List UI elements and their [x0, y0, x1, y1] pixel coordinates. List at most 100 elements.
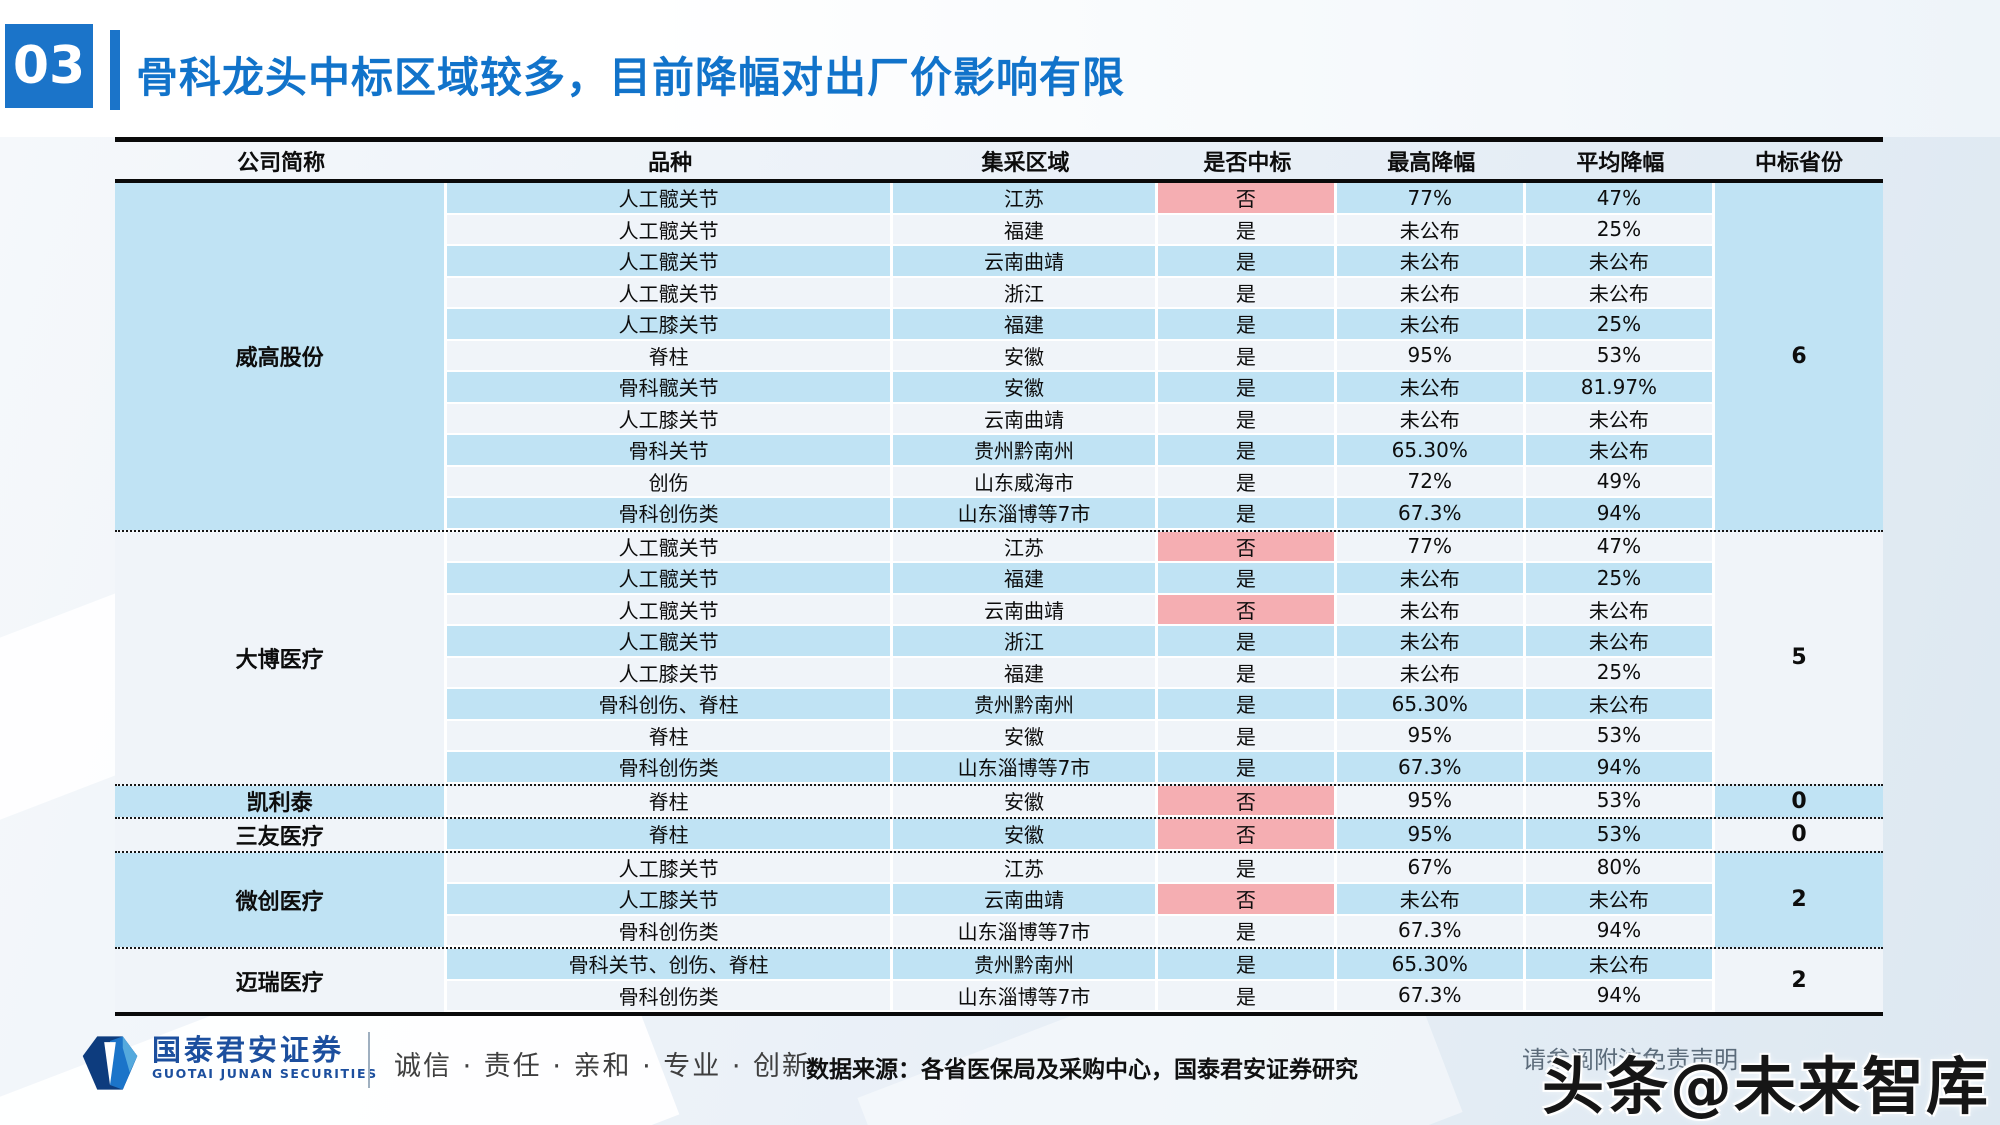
company-name-cell: 凯利泰 — [115, 785, 448, 817]
variety-cell: 人工膝关节 — [447, 852, 893, 884]
variety-cell: 人工髋关节 — [447, 246, 893, 278]
variety-cell: 人工膝关节 — [447, 309, 893, 341]
max-cut-cell: 未公布 — [1336, 403, 1526, 435]
max-cut-cell: 65.30% — [1336, 949, 1526, 981]
won-bid-cell: 是 — [1158, 752, 1337, 784]
variety-cell: 骨科创伤类 — [447, 752, 893, 784]
region-cell: 福建 — [892, 563, 1159, 595]
variety-cell: 人工髋关节 — [447, 277, 893, 309]
avg-cut-cell: 未公布 — [1525, 403, 1715, 435]
brand-name-en: GUOTAI JUNAN SECURITIES — [152, 1066, 378, 1081]
region-cell: 福建 — [892, 657, 1159, 689]
watermark-text: 头条@未来智库 — [1541, 1050, 1990, 1123]
guotai-junan-logo-icon — [82, 1036, 138, 1090]
avg-cut-cell: 未公布 — [1525, 626, 1715, 658]
won-bid-cell: 否 — [1158, 785, 1337, 817]
won-bid-cell: 是 — [1158, 626, 1337, 658]
page-title: 骨科龙头中标区域较多，目前降幅对出厂价影响有限 — [136, 53, 1126, 102]
max-cut-cell: 65.30% — [1336, 689, 1526, 721]
provinces-won-cell: 2 — [1715, 852, 1883, 947]
company-name-cell: 三友医疗 — [115, 819, 448, 851]
avg-cut-cell: 25% — [1525, 214, 1715, 246]
region-cell: 安徽 — [892, 340, 1159, 372]
region-cell: 福建 — [892, 214, 1159, 246]
section-number-badge: 03 — [5, 24, 93, 108]
avg-cut-cell: 未公布 — [1525, 689, 1715, 721]
variety-cell: 骨科创伤类 — [447, 980, 893, 1012]
max-cut-cell: 77% — [1336, 531, 1526, 563]
won-bid-cell: 是 — [1158, 340, 1337, 372]
column-header: 公司简称 — [237, 150, 326, 176]
avg-cut-cell: 49% — [1525, 466, 1715, 498]
region-cell: 山东淄博等7市 — [892, 915, 1159, 947]
company-block: 三友医疗 脊柱 安徽否 95% 53% 0 — [115, 817, 1883, 851]
footer-divider — [368, 1032, 370, 1088]
provinces-won-cell: 0 — [1715, 819, 1883, 851]
company-name-cell: 微创医疗 — [115, 852, 448, 947]
region-cell: 江苏 — [892, 852, 1159, 884]
company-name-cell: 迈瑞医疗 — [115, 949, 448, 1012]
won-bid-cell: 是 — [1158, 852, 1337, 884]
variety-cell: 骨科关节、创伤、脊柱 — [447, 949, 893, 981]
won-bid-cell: 是 — [1158, 498, 1337, 530]
max-cut-cell: 未公布 — [1336, 309, 1526, 341]
won-bid-cell: 否 — [1158, 884, 1337, 916]
provinces-won-cell: 2 — [1715, 949, 1883, 1012]
variety-cell: 骨科关节 — [447, 435, 893, 467]
won-bid-cell: 是 — [1158, 689, 1337, 721]
variety-cell: 人工髋关节 — [447, 594, 893, 626]
table-body: 威高股份 人工髋关节 江苏否 77% 47% 人工髋关节 福建是未公布 25% 人工髋关节 云南曲… — [115, 183, 1883, 1012]
avg-cut-cell: 94% — [1525, 980, 1715, 1012]
company-block: 微创医疗 人工膝关节 江苏是 67% 80% 人工膝关节 云南曲靖否未公布 未公布 骨科创伤类山… — [115, 850, 1883, 947]
won-bid-cell: 是 — [1158, 435, 1337, 467]
avg-cut-cell: 未公布 — [1525, 277, 1715, 309]
won-bid-cell: 是 — [1158, 949, 1337, 981]
max-cut-cell: 67.3% — [1336, 915, 1526, 947]
max-cut-cell: 未公布 — [1336, 626, 1526, 658]
avg-cut-cell: 53% — [1525, 720, 1715, 752]
won-bid-cell: 否 — [1158, 183, 1337, 215]
max-cut-cell: 未公布 — [1336, 246, 1526, 278]
won-bid-cell: 是 — [1158, 309, 1337, 341]
max-cut-cell: 95% — [1336, 720, 1526, 752]
won-bid-cell: 否 — [1158, 594, 1337, 626]
region-cell: 安徽 — [892, 819, 1159, 851]
variety-cell: 骨科创伤类 — [447, 915, 893, 947]
variety-cell: 人工膝关节 — [447, 403, 893, 435]
max-cut-cell: 未公布 — [1336, 214, 1526, 246]
column-header: 集采区域 — [981, 150, 1070, 176]
avg-cut-cell: 94% — [1525, 915, 1715, 947]
region-cell: 福建 — [892, 309, 1159, 341]
variety-cell: 脊柱 — [447, 785, 893, 817]
max-cut-cell: 67% — [1336, 852, 1526, 884]
provinces-won-cell: 5 — [1715, 531, 1883, 784]
table-header: 公司简称 品种 集采区域 是否中标 最高降幅 平均降幅 中标省份 — [115, 142, 1883, 183]
region-cell: 贵州黔南州 — [892, 949, 1159, 981]
max-cut-cell: 67.3% — [1336, 752, 1526, 784]
variety-cell: 骨科髋关节 — [447, 372, 893, 404]
won-bid-cell: 是 — [1158, 657, 1337, 689]
data-source-note: 数据来源：各省医保局及采购中心，国泰君安证券研究 — [806, 1057, 1358, 1083]
column-header: 平均降幅 — [1576, 150, 1665, 176]
region-cell: 贵州黔南州 — [892, 435, 1159, 467]
region-cell: 江苏 — [892, 531, 1159, 563]
max-cut-cell: 67.3% — [1336, 980, 1526, 1012]
avg-cut-cell: 94% — [1525, 498, 1715, 530]
max-cut-cell: 未公布 — [1336, 657, 1526, 689]
company-block: 凯利泰 脊柱 安徽否 95% 53% 0 — [115, 783, 1883, 817]
procurement-table: 公司简称 品种 集采区域 是否中标 最高降幅 平均降幅 中标省份 威高股份 人工髋关节 江苏否 7… — [115, 137, 1883, 1016]
variety-cell: 骨科创伤类 — [447, 498, 893, 530]
brand-name-cn: 国泰君安证券 — [152, 1033, 345, 1067]
column-header: 最高降幅 — [1387, 150, 1476, 176]
max-cut-cell: 95% — [1336, 819, 1526, 851]
avg-cut-cell: 未公布 — [1525, 246, 1715, 278]
variety-cell: 人工膝关节 — [447, 657, 893, 689]
won-bid-cell: 是 — [1158, 403, 1337, 435]
max-cut-cell: 72% — [1336, 466, 1526, 498]
provinces-won-cell: 0 — [1715, 785, 1883, 817]
max-cut-cell: 95% — [1336, 340, 1526, 372]
region-cell: 山东淄博等7市 — [892, 498, 1159, 530]
variety-cell: 人工髋关节 — [447, 563, 893, 595]
company-block: 威高股份 人工髋关节 江苏否 77% 47% 人工髋关节 福建是未公布 25% 人工髋关节 云南曲… — [115, 183, 1883, 530]
